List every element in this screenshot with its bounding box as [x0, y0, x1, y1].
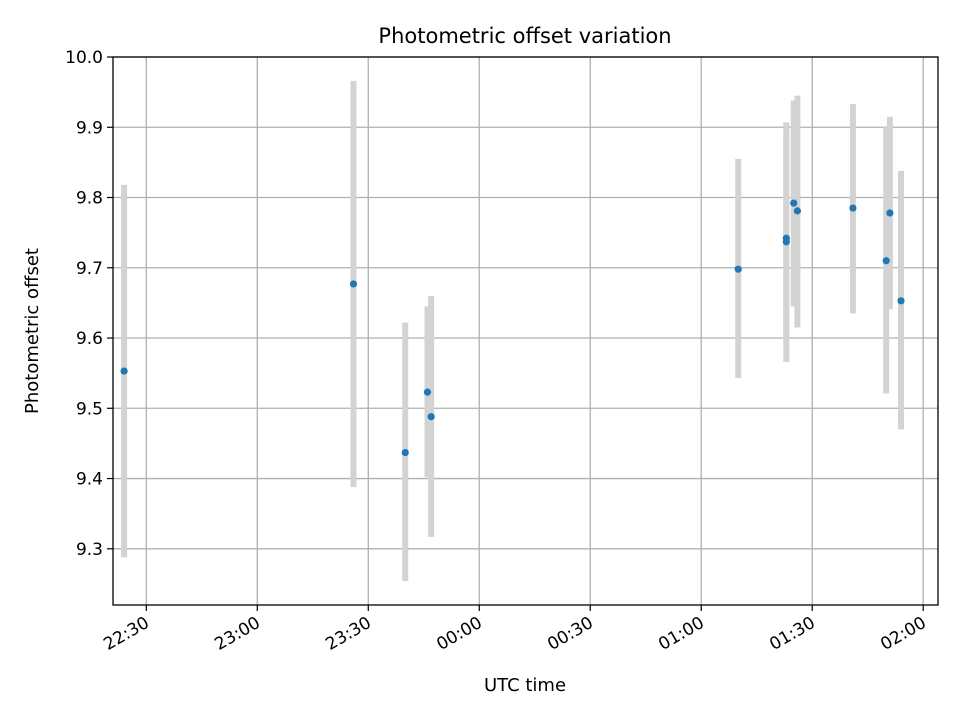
data-point [423, 388, 432, 396]
data-point [849, 204, 857, 212]
data-point [734, 265, 742, 273]
chart-title: Photometric offset variation [378, 24, 671, 48]
x-tick-label: 01:00 [655, 613, 707, 655]
data-point [790, 199, 798, 207]
data-point [882, 257, 890, 265]
y-axis-ticks: 9.3 9.4 9.5 9.6 9.7 9.8 9.9 10.0 [65, 48, 113, 560]
data-point [349, 280, 358, 288]
y-tick-label: 9.4 [76, 470, 103, 490]
x-axis-title: UTC time [484, 675, 566, 696]
y-axis-title: Photometric offset [22, 248, 43, 414]
data-point [793, 207, 802, 215]
data-point [886, 209, 894, 217]
x-tick-label: 00:00 [433, 613, 485, 655]
data-point [427, 413, 435, 421]
x-tick-label: 23:00 [211, 613, 263, 655]
data-points [120, 199, 905, 457]
data-point [401, 448, 409, 457]
plot-frame [112, 56, 939, 606]
y-tick-label: 9.5 [76, 399, 103, 419]
y-tick-label: 9.8 [76, 189, 103, 209]
data-point [897, 297, 905, 305]
y-tick-label: 9.3 [76, 540, 103, 560]
x-tick-label: 00:30 [544, 613, 596, 655]
x-axis-ticks: 22:30 23:00 23:30 00:00 00:30 01:00 01:30 02:00 [100, 605, 930, 655]
y-tick-label: 9.7 [76, 259, 103, 279]
y-tick-label: 9.9 [76, 118, 103, 138]
x-tick-label: 02:00 [877, 613, 929, 655]
data-point [120, 367, 128, 375]
x-tick-label: 22:30 [100, 613, 152, 655]
x-tick-label: 01:30 [766, 613, 818, 655]
grid-lines [113, 56, 938, 605]
error-bars [121, 80, 905, 582]
data-point [782, 238, 790, 246]
y-tick-label: 10.0 [65, 48, 103, 68]
x-tick-label: 23:30 [322, 613, 374, 655]
y-tick-label: 9.6 [76, 329, 103, 349]
